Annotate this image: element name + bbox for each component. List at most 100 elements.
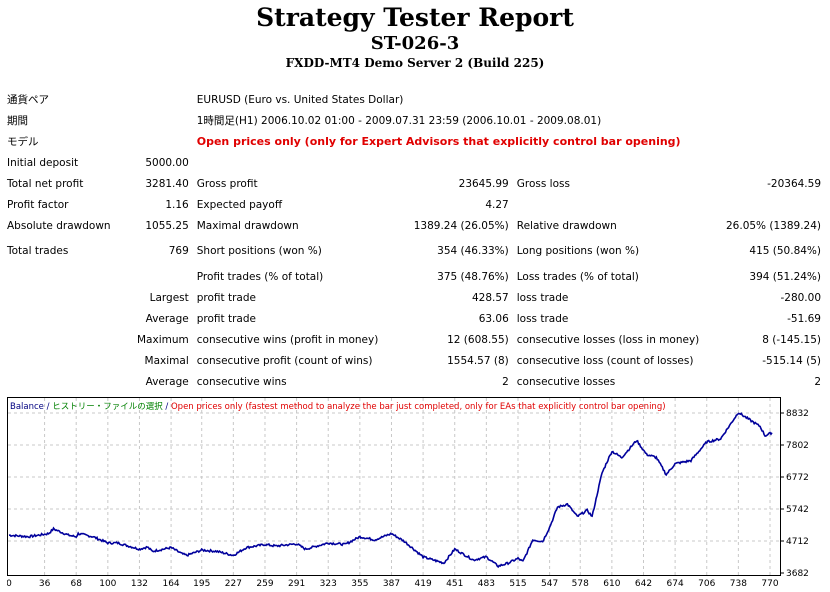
stats-row: Total trades 769 Short positions (won %) 35… bbox=[3, 236, 825, 266]
x-tick-label: 0 bbox=[7, 579, 12, 589]
y-tick-label: 5742 bbox=[786, 505, 809, 515]
x-tick-label: 291 bbox=[288, 579, 305, 589]
stats-cell bbox=[133, 266, 193, 287]
x-tick-label: 738 bbox=[730, 579, 747, 589]
info-value: EURUSD (Euro vs. United States Dollar) bbox=[196, 93, 404, 106]
x-tick-label: 642 bbox=[635, 579, 652, 589]
stats-cell: Short positions (won %) bbox=[196, 245, 322, 257]
y-tick-label: 6772 bbox=[786, 473, 809, 483]
info-value: Open prices only (only for Expert Adviso… bbox=[196, 135, 681, 148]
stats-cell: 1389.24 (26.05%) bbox=[413, 219, 509, 232]
stats-cell: Total trades bbox=[7, 245, 69, 257]
stats-row: Largest profit trade 428.57 loss trade -280.… bbox=[3, 287, 825, 308]
info-row: 期間 1時間足(H1) 2006.10.02 01:00 - 2009.07.31… bbox=[3, 110, 825, 131]
stats-row: Profit factor 1.16 Expected payoff 4.27 bbox=[3, 194, 825, 215]
x-tick-label: 387 bbox=[383, 579, 400, 589]
stats-cell: Initial deposit bbox=[7, 156, 79, 169]
stats-cell: 394 (51.24%) bbox=[749, 270, 821, 283]
stats-cell: 769 bbox=[168, 245, 189, 257]
stats-cell bbox=[3, 287, 133, 308]
info-label: モデル bbox=[7, 136, 39, 148]
stats-cell bbox=[193, 152, 383, 173]
stats-cell: -280.00 bbox=[780, 291, 821, 304]
balance-chart: 0 36 68 100 132 164 195 227 259 291 323 355 387 419 45… bbox=[7, 397, 809, 589]
x-tick-label: 706 bbox=[698, 579, 715, 589]
x-tick-label: 164 bbox=[162, 579, 179, 589]
stats-cell: Largest bbox=[149, 291, 189, 304]
stats-cell bbox=[513, 152, 713, 173]
stats-row: Average consecutive wins 2 consecutive loss… bbox=[3, 371, 825, 392]
stats-cell: 4.27 bbox=[485, 198, 509, 211]
legend-balance: Balance bbox=[10, 402, 44, 412]
stats-cell bbox=[513, 194, 713, 215]
stats-cell: Maximal drawdown bbox=[196, 219, 299, 232]
stats-cell bbox=[3, 350, 133, 371]
stats-cell: 26.05% (1389.24) bbox=[726, 219, 821, 232]
stats-cell bbox=[383, 152, 513, 173]
stats-cell: Gross profit bbox=[196, 177, 258, 190]
stats-cell: consecutive losses bbox=[516, 375, 616, 388]
info-value: 1時間足(H1) 2006.10.02 01:00 - 2009.07.31 2… bbox=[196, 115, 602, 127]
stats-row: Absolute drawdown 1055.25 Maximal drawdown… bbox=[3, 215, 825, 236]
stats-cell: 375 (48.76%) bbox=[437, 270, 509, 283]
stats-cell: profit trade bbox=[196, 312, 256, 325]
stats-cell: Gross loss bbox=[516, 177, 570, 190]
x-tick-label: 227 bbox=[225, 579, 242, 589]
plot-frame bbox=[7, 397, 781, 576]
stats-cell bbox=[713, 194, 825, 215]
stats-cell: 8 (-145.15) bbox=[762, 333, 821, 346]
x-tick-label: 451 bbox=[446, 579, 463, 589]
stats-row: Average profit trade 63.06 loss trade -51.69 bbox=[3, 308, 825, 329]
stats-cell: Expected payoff bbox=[196, 198, 283, 211]
info-label: 通貨ペア bbox=[7, 94, 49, 106]
stats-cell: profit trade bbox=[196, 291, 256, 304]
y-tick-label: 4712 bbox=[786, 537, 809, 547]
x-tick-label: 68 bbox=[70, 579, 82, 589]
stats-cell: Long positions (won %) bbox=[516, 245, 640, 257]
stats-cell: Total net profit bbox=[7, 177, 84, 190]
stats-cell: 63.06 bbox=[478, 312, 509, 325]
stats-cell: -51.69 bbox=[787, 312, 821, 325]
stats-cell: 428.57 bbox=[472, 291, 509, 304]
stats-cell: loss trade bbox=[516, 291, 569, 304]
stats-cell: 1554.57 (8) bbox=[447, 354, 509, 367]
legend-model: Open prices only (fastest method to anal… bbox=[171, 402, 666, 412]
stats-row: Maximum consecutive wins (profit in money… bbox=[3, 329, 825, 350]
stats-cell: consecutive profit (count of wins) bbox=[196, 354, 373, 367]
stats-cell: 5000.00 bbox=[145, 156, 189, 169]
info-label: 期間 bbox=[7, 115, 28, 127]
info-row: モデル Open prices only (only for Expert Adv… bbox=[3, 131, 825, 152]
stats-cell: 1.16 bbox=[165, 198, 189, 211]
stats-cell: Loss trades (% of total) bbox=[516, 270, 639, 283]
stats-cell: 354 (46.33%) bbox=[437, 245, 509, 257]
x-tick-label: 610 bbox=[603, 579, 620, 589]
balance-line bbox=[8, 412, 773, 569]
x-tick-label: 100 bbox=[99, 579, 116, 589]
x-tick-label: 355 bbox=[351, 579, 368, 589]
x-tick-label: 770 bbox=[761, 579, 778, 589]
y-tick-label: 3682 bbox=[786, 569, 809, 579]
stats-cell bbox=[3, 308, 133, 329]
stats-cell: 415 (50.84%) bbox=[749, 245, 821, 257]
stats-cell: 2 bbox=[502, 375, 509, 388]
stats-row: Maximal consecutive profit (count of wins… bbox=[3, 350, 825, 371]
stats-cell: 2 bbox=[814, 375, 821, 388]
stats-table: 通貨ペア EURUSD (Euro vs. United States Dolla… bbox=[3, 89, 825, 392]
x-tick-label: 195 bbox=[193, 579, 210, 589]
y-tick-label: 8832 bbox=[786, 409, 809, 419]
stats-cell: consecutive loss (count of losses) bbox=[516, 354, 694, 367]
info-row: 通貨ペア EURUSD (Euro vs. United States Dolla… bbox=[3, 89, 825, 110]
stats-row: Total net profit 3281.40 Gross profit 23645… bbox=[3, 173, 825, 194]
stats-cell: consecutive wins bbox=[196, 375, 287, 388]
x-tick-label: 132 bbox=[131, 579, 148, 589]
x-tick-label: 323 bbox=[320, 579, 337, 589]
stats-cell: Profit trades (% of total) bbox=[196, 270, 324, 283]
stats-cell: 1055.25 bbox=[145, 219, 189, 232]
legend-sep: / bbox=[44, 402, 52, 412]
server-name: FXDD-MT4 Demo Server 2 (Build 225) bbox=[285, 56, 545, 70]
stats-cell bbox=[3, 329, 133, 350]
stats-cell bbox=[713, 152, 825, 173]
stats-cell: 3281.40 bbox=[145, 177, 189, 190]
stats-cell: consecutive losses (loss in money) bbox=[516, 333, 700, 346]
stats-cell: -20364.59 bbox=[767, 177, 821, 190]
